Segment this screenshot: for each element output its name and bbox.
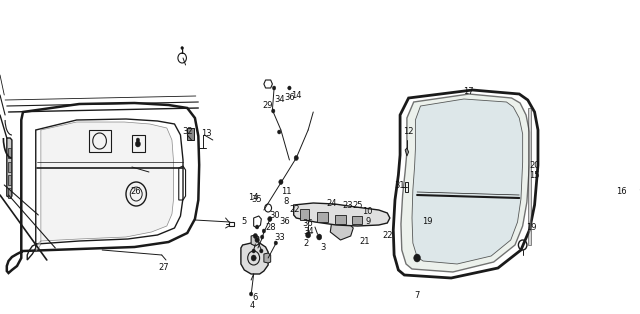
Text: 20: 20 bbox=[529, 160, 540, 170]
Text: 33: 33 bbox=[274, 232, 285, 241]
Text: 36: 36 bbox=[303, 219, 314, 229]
Text: 6: 6 bbox=[253, 293, 258, 301]
Text: 5: 5 bbox=[242, 218, 247, 226]
Polygon shape bbox=[335, 215, 346, 224]
Circle shape bbox=[274, 241, 278, 245]
Text: 2: 2 bbox=[304, 240, 309, 248]
Text: 4: 4 bbox=[250, 300, 255, 310]
Polygon shape bbox=[7, 138, 12, 198]
Text: 32: 32 bbox=[182, 127, 193, 137]
Circle shape bbox=[255, 225, 259, 229]
Polygon shape bbox=[330, 220, 353, 240]
Circle shape bbox=[305, 232, 310, 238]
Text: 27: 27 bbox=[158, 263, 169, 273]
Text: 11: 11 bbox=[281, 187, 291, 197]
Text: 14: 14 bbox=[291, 91, 301, 100]
Circle shape bbox=[250, 292, 253, 296]
Text: 8: 8 bbox=[284, 198, 289, 207]
Polygon shape bbox=[351, 216, 362, 224]
Polygon shape bbox=[264, 253, 271, 263]
Text: 18: 18 bbox=[638, 190, 640, 198]
Text: 34: 34 bbox=[303, 228, 314, 236]
Circle shape bbox=[273, 86, 276, 90]
Text: 17: 17 bbox=[463, 88, 474, 96]
Text: 31: 31 bbox=[395, 181, 405, 190]
Circle shape bbox=[260, 235, 264, 239]
Text: 1: 1 bbox=[180, 47, 185, 57]
Text: 22: 22 bbox=[382, 230, 392, 240]
Circle shape bbox=[135, 141, 140, 147]
Polygon shape bbox=[294, 203, 390, 226]
Polygon shape bbox=[317, 212, 328, 222]
Circle shape bbox=[260, 249, 263, 253]
Circle shape bbox=[294, 155, 298, 160]
Polygon shape bbox=[241, 243, 268, 274]
Text: 28: 28 bbox=[266, 224, 276, 232]
Text: 24: 24 bbox=[327, 199, 337, 208]
Circle shape bbox=[255, 237, 259, 242]
Text: 21: 21 bbox=[359, 237, 369, 246]
Polygon shape bbox=[8, 175, 11, 185]
Text: 35: 35 bbox=[252, 196, 262, 204]
Text: 29: 29 bbox=[263, 101, 273, 111]
Text: 9: 9 bbox=[365, 218, 371, 226]
Text: 25: 25 bbox=[352, 202, 363, 210]
Polygon shape bbox=[36, 122, 173, 252]
Circle shape bbox=[268, 216, 272, 221]
Text: 7: 7 bbox=[415, 290, 420, 300]
Circle shape bbox=[271, 109, 275, 113]
Circle shape bbox=[181, 46, 184, 50]
Polygon shape bbox=[8, 148, 11, 158]
Circle shape bbox=[252, 249, 255, 253]
Polygon shape bbox=[188, 128, 194, 140]
Text: 30: 30 bbox=[269, 210, 280, 219]
Polygon shape bbox=[528, 108, 531, 245]
Circle shape bbox=[413, 254, 420, 262]
Text: 14: 14 bbox=[248, 193, 259, 203]
Text: 36: 36 bbox=[280, 218, 291, 226]
Text: 26: 26 bbox=[131, 187, 141, 197]
Circle shape bbox=[288, 86, 291, 90]
Text: 15: 15 bbox=[529, 171, 540, 180]
Text: 19: 19 bbox=[526, 224, 536, 232]
Text: 23: 23 bbox=[342, 202, 353, 210]
Text: 12: 12 bbox=[403, 127, 414, 137]
Polygon shape bbox=[412, 99, 523, 264]
Circle shape bbox=[136, 138, 140, 142]
Text: 13: 13 bbox=[202, 128, 212, 138]
Polygon shape bbox=[8, 162, 11, 172]
Polygon shape bbox=[251, 235, 259, 246]
Circle shape bbox=[262, 229, 266, 233]
Text: 3: 3 bbox=[321, 243, 326, 252]
Text: 22: 22 bbox=[289, 205, 300, 214]
Polygon shape bbox=[300, 209, 309, 220]
Text: 10: 10 bbox=[362, 208, 373, 216]
Text: 16: 16 bbox=[616, 187, 627, 197]
Circle shape bbox=[278, 130, 281, 134]
Text: 19: 19 bbox=[422, 218, 433, 226]
Text: 34: 34 bbox=[274, 95, 285, 105]
Polygon shape bbox=[8, 188, 11, 198]
Circle shape bbox=[253, 234, 257, 239]
Circle shape bbox=[279, 180, 283, 185]
Text: 36: 36 bbox=[284, 94, 295, 102]
Polygon shape bbox=[401, 94, 529, 272]
Circle shape bbox=[251, 255, 256, 261]
Circle shape bbox=[317, 234, 322, 240]
